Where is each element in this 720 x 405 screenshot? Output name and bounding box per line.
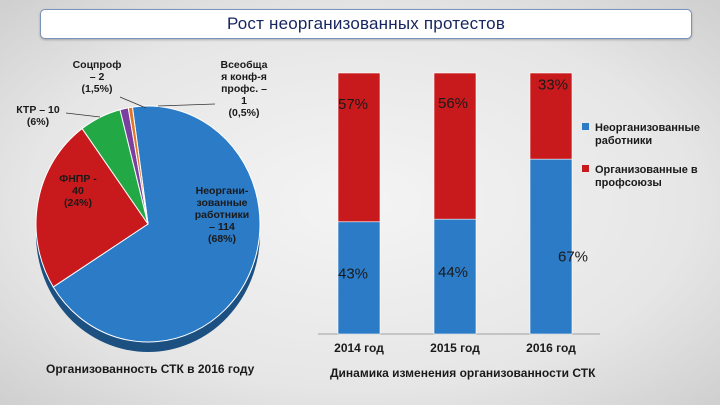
bar-label-organized-0: 57% [338, 96, 368, 113]
bar-chart-title: Динамика изменения организованности СТК [330, 366, 596, 380]
pie-label-general: (0,5%) [229, 107, 260, 119]
bar-organized-0 [337, 72, 381, 223]
bar-unorganized-1 [433, 218, 477, 335]
stacked-bar-chart: 43% 57% 2014 год 44% 56% 2015 год 67% 33% 2016 г… [318, 72, 600, 355]
legend-label-organized: Организованные в [595, 164, 698, 176]
bar-label-unorganized-0: 43% [338, 265, 368, 282]
pie-chart-title: Организованность СТК в 2016 году [46, 362, 255, 376]
pie-slice-general [127, 106, 149, 225]
title-bar: Рост неорганизованных протестов [40, 9, 692, 39]
pie-label-unorganized-line: работники [195, 209, 250, 221]
pie-label-unorganized-line: зованные [196, 197, 247, 209]
bar-unorganized-2 [529, 158, 573, 335]
pie-label-socprof: – 2 [90, 71, 105, 83]
pie-slice-fnpr [35, 127, 149, 288]
pie-label-unorganized-line: Неоргани- [196, 185, 249, 197]
pie-leader-line-ktr [65, 112, 101, 118]
bar-label-organized-2: 33% [538, 76, 568, 93]
pie-label-unorganized-line: – 114 [209, 221, 235, 233]
pie-label-general: 1 [241, 95, 247, 107]
pie-label-general: я конф-я [221, 71, 267, 83]
bar-organized-1 [433, 72, 477, 220]
legend-swatch-unorganized [582, 123, 589, 130]
x-tick-label-1: 2015 год [430, 341, 480, 355]
legend-label-unorganized: работники [595, 135, 652, 147]
legend-label-organized: профсоюзы [595, 177, 662, 189]
pie-leader-line-socprof [119, 96, 147, 109]
pie-label-unorganized-line: (68%) [208, 233, 236, 245]
x-tick-label-0: 2014 год [334, 341, 384, 355]
bar-label-unorganized-1: 44% [438, 264, 468, 281]
x-tick-label-2: 2016 год [526, 341, 576, 355]
bar-organized-2 [529, 72, 573, 160]
pie-label-fnpr: (24%) [64, 197, 92, 209]
pie-label-general: Всеобща [221, 59, 268, 71]
bar-label-organized-1: 56% [438, 95, 468, 112]
pie-label-general: профс. – [221, 83, 267, 95]
pie-label-fnpr: 40 [72, 185, 84, 197]
pie-label-ktr: КТР – 10 [16, 104, 60, 116]
pie-slice-unorganized [52, 105, 261, 343]
pie-label-socprof: (1,5%) [82, 83, 113, 95]
bar-label-unorganized-2: 67% [558, 248, 588, 265]
pie-label-ktr: (6%) [27, 116, 49, 128]
legend-swatch-organized [582, 165, 589, 172]
pie-label-fnpr: ФНПР - [59, 173, 97, 185]
page-title: Рост неорганизованных протестов [226, 14, 506, 33]
pie-label-socprof: Соцпроф [73, 59, 122, 71]
pie-leader-line-general [157, 103, 216, 107]
legend-label-unorganized: Неорганизованные [595, 122, 700, 134]
